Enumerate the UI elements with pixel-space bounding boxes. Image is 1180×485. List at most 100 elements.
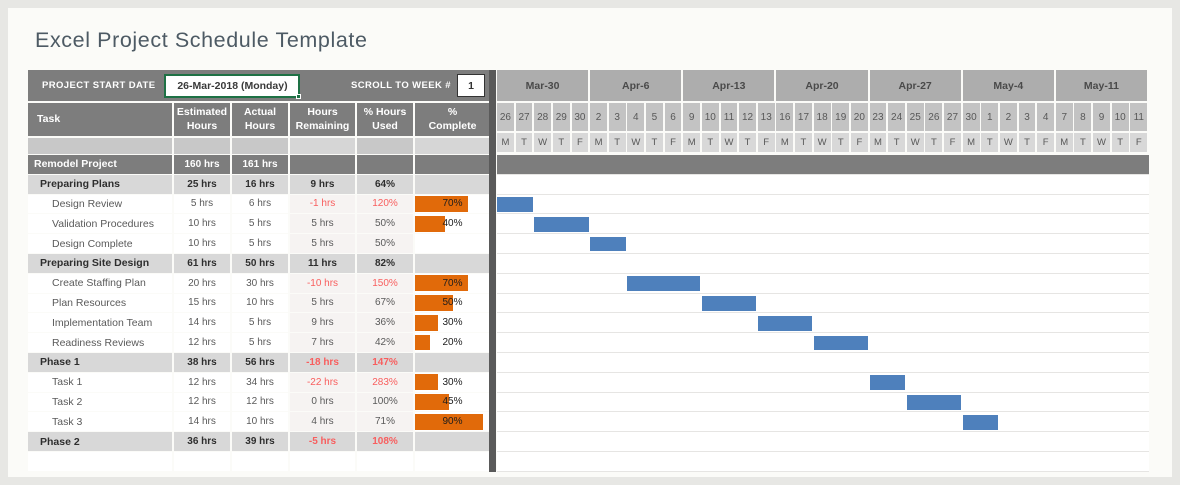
value-cell[interactable]: -22 hrs [290,372,357,392]
day-letter-cell[interactable]: F [1037,133,1055,152]
day-number-cell[interactable]: 9 [1093,103,1110,131]
cell-selection-handle[interactable] [296,93,302,99]
value-cell[interactable]: 50% [357,214,415,234]
value-cell[interactable]: 4 hrs [290,412,357,432]
day-number-cell[interactable]: 3 [1018,103,1036,131]
day-number-cell[interactable]: 9 [683,103,701,131]
value-cell[interactable]: 50% [357,234,415,253]
value-cell[interactable] [232,451,290,471]
week-header-cell[interactable]: Apr-27 [869,70,961,101]
value-cell[interactable]: 5 hrs [290,293,357,313]
value-cell[interactable]: 10 hrs [174,234,232,253]
day-number-cell[interactable]: 20 [850,103,868,131]
day-number-cell[interactable]: 10 [1111,103,1129,131]
value-cell[interactable]: 150% [357,273,415,293]
task-cell[interactable]: Task 3 [28,412,174,432]
day-letter-cell[interactable]: T [646,133,663,152]
value-cell[interactable]: 283% [357,372,415,392]
day-number-cell[interactable]: 24 [888,103,906,131]
pct-complete-cell[interactable] [415,432,490,451]
day-letter-cell[interactable]: T [552,133,570,152]
day-letter-cell[interactable]: M [869,133,887,152]
day-letter-cell[interactable]: W [906,133,924,152]
pct-complete-cell[interactable]: 20% [415,333,490,352]
value-cell[interactable]: 5 hrs [290,214,357,234]
value-cell[interactable]: 10 hrs [232,412,290,432]
day-number-cell[interactable]: 25 [906,103,924,131]
day-letter-cell[interactable]: M [590,133,607,152]
day-number-cell[interactable]: 4 [627,103,645,131]
task-cell[interactable]: Task 1 [28,372,174,392]
value-cell[interactable]: 56 hrs [232,352,290,372]
day-letter-cell[interactable]: T [981,133,999,152]
day-letter-cell[interactable]: F [1130,133,1148,152]
value-cell[interactable]: 147% [357,352,415,372]
value-cell[interactable]: 82% [357,253,415,273]
task-cell[interactable]: Task 2 [28,392,174,412]
week-header-cell[interactable]: May-11 [1055,70,1147,101]
pct-complete-cell[interactable] [415,155,490,174]
task-cell[interactable]: Validation Procedures [28,214,174,234]
day-letter-cell[interactable]: T [1074,133,1092,152]
value-cell[interactable]: 12 hrs [174,372,232,392]
value-cell[interactable]: 5 hrs [232,333,290,352]
value-cell[interactable]: -1 hrs [290,194,357,214]
pct-complete-cell[interactable]: 45% [415,392,490,412]
pct-complete-cell[interactable] [415,451,490,471]
day-number-cell[interactable]: 26 [925,103,943,131]
day-letter-cell[interactable]: T [739,133,756,152]
day-number-cell[interactable]: 5 [646,103,663,131]
value-cell[interactable]: 120% [357,194,415,214]
value-cell[interactable]: 30 hrs [232,273,290,293]
pct-complete-cell[interactable]: 90% [415,412,490,432]
project-start-date-input[interactable]: 26-Mar-2018 (Monday) [164,73,302,99]
day-number-cell[interactable]: 17 [795,103,812,131]
value-cell[interactable] [357,155,415,174]
day-number-cell[interactable]: 19 [832,103,850,131]
value-cell[interactable]: 34 hrs [232,372,290,392]
day-letter-cell[interactable]: F [757,133,775,152]
day-number-cell[interactable]: 27 [944,103,961,131]
week-header-cell[interactable]: Apr-20 [776,70,868,101]
value-cell[interactable]: -5 hrs [290,432,357,451]
value-cell[interactable]: 5 hrs [174,194,232,214]
value-cell[interactable]: 20 hrs [174,273,232,293]
value-cell[interactable]: 12 hrs [232,392,290,412]
day-letter-cell[interactable]: M [776,133,794,152]
day-letter-cell[interactable]: F [850,133,868,152]
task-cell[interactable]: Phase 1 [28,352,174,372]
value-cell[interactable]: 42% [357,333,415,352]
value-cell[interactable]: 10 hrs [174,214,232,234]
pct-complete-cell[interactable]: 30% [415,372,490,392]
value-cell[interactable] [290,451,357,471]
day-number-cell[interactable]: 11 [1130,103,1148,131]
pct-complete-cell[interactable]: 70% [415,194,490,214]
day-number-cell[interactable]: 1 [981,103,999,131]
pct-complete-cell[interactable]: 50% [415,293,490,313]
day-letter-cell[interactable]: W [627,133,645,152]
day-number-cell[interactable]: 6 [664,103,682,131]
value-cell[interactable]: 36% [357,313,415,333]
pct-complete-cell[interactable] [415,352,490,372]
value-cell[interactable]: -18 hrs [290,352,357,372]
day-letter-cell[interactable]: T [832,133,850,152]
value-cell[interactable]: 5 hrs [232,214,290,234]
value-cell[interactable]: 9 hrs [290,313,357,333]
scroll-to-week-input[interactable]: 1 [457,74,485,97]
day-number-cell[interactable]: 23 [869,103,887,131]
value-cell[interactable]: 64% [357,174,415,194]
value-cell[interactable]: 7 hrs [290,333,357,352]
value-cell[interactable]: 38 hrs [174,352,232,372]
day-letter-cell[interactable]: T [925,133,943,152]
value-cell[interactable]: 0 hrs [290,392,357,412]
value-cell[interactable]: 5 hrs [232,234,290,253]
day-letter-cell[interactable]: W [813,133,831,152]
day-letter-cell[interactable]: F [944,133,961,152]
value-cell[interactable]: 12 hrs [174,333,232,352]
value-cell[interactable]: 36 hrs [174,432,232,451]
column-header-task[interactable]: Task [28,103,174,136]
value-cell[interactable]: 12 hrs [174,392,232,412]
task-cell[interactable]: Readiness Reviews [28,333,174,352]
day-letter-cell[interactable]: M [1055,133,1073,152]
day-letter-cell[interactable]: W [1093,133,1110,152]
